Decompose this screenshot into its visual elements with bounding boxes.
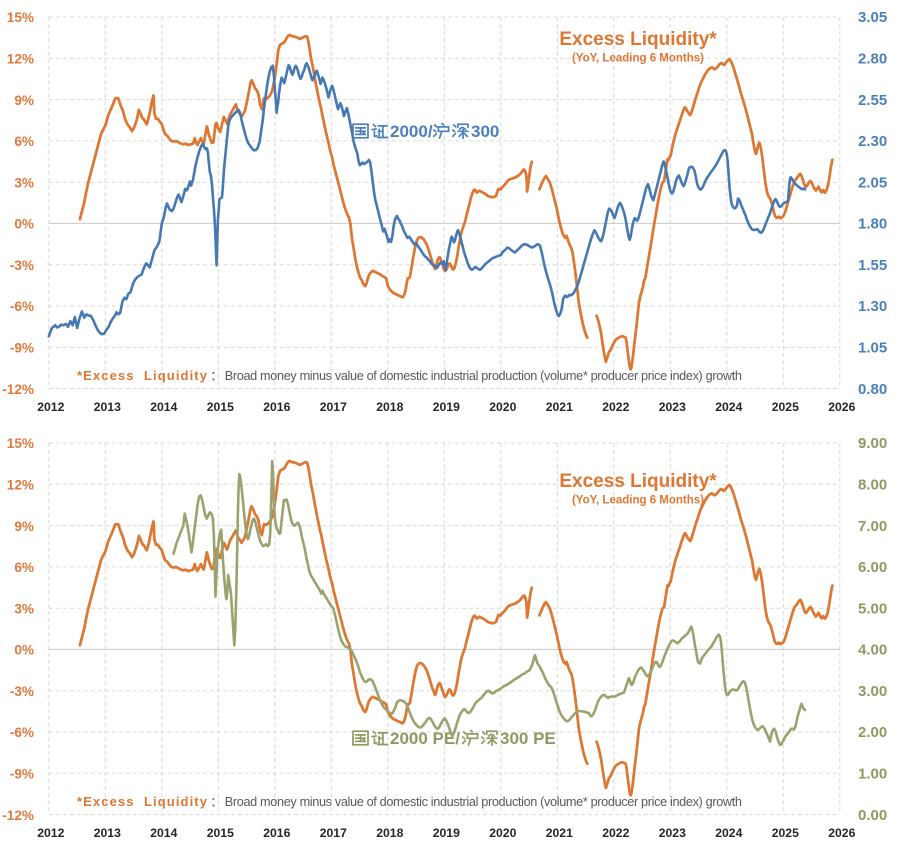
svg-text:2023: 2023 <box>659 400 686 414</box>
svg-text:2022: 2022 <box>602 826 629 840</box>
svg-text:2017: 2017 <box>320 400 347 414</box>
svg-text:-3%: -3% <box>10 684 34 699</box>
svg-text:2022: 2022 <box>602 400 629 414</box>
svg-text:2025: 2025 <box>772 826 799 840</box>
svg-text:3.05: 3.05 <box>858 9 887 26</box>
svg-text:2.55: 2.55 <box>858 92 887 109</box>
svg-text:2026: 2026 <box>828 826 855 840</box>
svg-text:0.80: 0.80 <box>858 381 887 398</box>
svg-text:300: 300 <box>471 122 499 141</box>
svg-text:6%: 6% <box>14 134 34 149</box>
svg-text:Excess Liquidity*: Excess Liquidity* <box>559 29 717 50</box>
svg-text:2013: 2013 <box>94 400 121 414</box>
svg-text:2017: 2017 <box>320 826 347 840</box>
svg-text:3%: 3% <box>14 601 34 616</box>
svg-text:(YoY, Leading 6 Months): (YoY, Leading 6 Months) <box>572 53 704 65</box>
svg-text:2015: 2015 <box>207 400 234 414</box>
svg-text:4.00: 4.00 <box>858 642 887 659</box>
svg-text:*Excess Liquidity ： Broad mon: *Excess Liquidity ： Broad money minus va… <box>77 368 742 383</box>
svg-text:2021: 2021 <box>546 400 573 414</box>
svg-text:-12%: -12% <box>2 808 34 823</box>
svg-text:12%: 12% <box>7 478 34 493</box>
svg-text:2018: 2018 <box>376 826 403 840</box>
svg-text:2015: 2015 <box>207 826 234 840</box>
svg-text:2013: 2013 <box>94 826 121 840</box>
svg-text:6.00: 6.00 <box>858 559 887 576</box>
svg-text:2.30: 2.30 <box>858 133 887 150</box>
svg-text:-6%: -6% <box>10 299 34 314</box>
svg-text:-3%: -3% <box>10 258 34 273</box>
svg-text:2016: 2016 <box>263 826 290 840</box>
svg-text:1.05: 1.05 <box>858 340 887 357</box>
svg-text:15%: 15% <box>7 10 34 25</box>
svg-text:2021: 2021 <box>546 826 573 840</box>
svg-text:300 PE: 300 PE <box>500 729 556 748</box>
svg-text:1.80: 1.80 <box>858 216 887 233</box>
svg-text:2019: 2019 <box>433 400 460 414</box>
svg-text:(YoY, Leading 6 Months): (YoY, Leading 6 Months) <box>572 495 704 507</box>
svg-text:6%: 6% <box>14 560 34 575</box>
svg-text:9%: 9% <box>14 519 34 534</box>
svg-text:1.55: 1.55 <box>858 257 887 274</box>
svg-text:0%: 0% <box>14 217 34 232</box>
svg-text:9.00: 9.00 <box>858 435 887 452</box>
svg-text:2023: 2023 <box>659 826 686 840</box>
svg-text:7.00: 7.00 <box>858 518 887 535</box>
svg-text:0.00: 0.00 <box>858 807 887 824</box>
svg-text:2012: 2012 <box>37 400 64 414</box>
svg-text:9%: 9% <box>14 93 34 108</box>
svg-text:2.05: 2.05 <box>858 174 887 191</box>
svg-text:-9%: -9% <box>10 341 34 356</box>
svg-text:8.00: 8.00 <box>858 477 887 494</box>
svg-text:1.00: 1.00 <box>858 766 887 783</box>
svg-text:2024: 2024 <box>715 400 742 414</box>
svg-text:-9%: -9% <box>10 767 34 782</box>
svg-text:2.80: 2.80 <box>858 51 887 68</box>
svg-text:2016: 2016 <box>263 400 290 414</box>
svg-text:5.00: 5.00 <box>858 600 887 617</box>
svg-text:12%: 12% <box>7 52 34 67</box>
svg-text:2025: 2025 <box>772 400 799 414</box>
svg-text:2000/: 2000/ <box>390 122 433 141</box>
svg-text:3.00: 3.00 <box>858 683 887 700</box>
svg-text:2014: 2014 <box>150 400 177 414</box>
svg-text:1.30: 1.30 <box>858 298 887 315</box>
svg-text:2019: 2019 <box>433 826 460 840</box>
svg-text:*Excess Liquidity ： Broad mon: *Excess Liquidity ： Broad money minus va… <box>77 794 742 809</box>
svg-text:2.00: 2.00 <box>858 724 887 741</box>
svg-text:2018: 2018 <box>376 400 403 414</box>
svg-text:2020: 2020 <box>489 400 516 414</box>
svg-text:-6%: -6% <box>10 725 34 740</box>
svg-text:0%: 0% <box>14 643 34 658</box>
svg-text:2012: 2012 <box>37 826 64 840</box>
svg-text:Excess Liquidity*: Excess Liquidity* <box>559 471 717 492</box>
svg-text:2020: 2020 <box>489 826 516 840</box>
svg-text:2026: 2026 <box>828 400 855 414</box>
svg-text:-12%: -12% <box>2 382 34 397</box>
svg-text:15%: 15% <box>7 436 34 451</box>
svg-text:2014: 2014 <box>150 826 177 840</box>
svg-text:3%: 3% <box>14 175 34 190</box>
svg-text:2024: 2024 <box>715 826 742 840</box>
svg-text:2000 PE/: 2000 PE/ <box>390 729 460 748</box>
